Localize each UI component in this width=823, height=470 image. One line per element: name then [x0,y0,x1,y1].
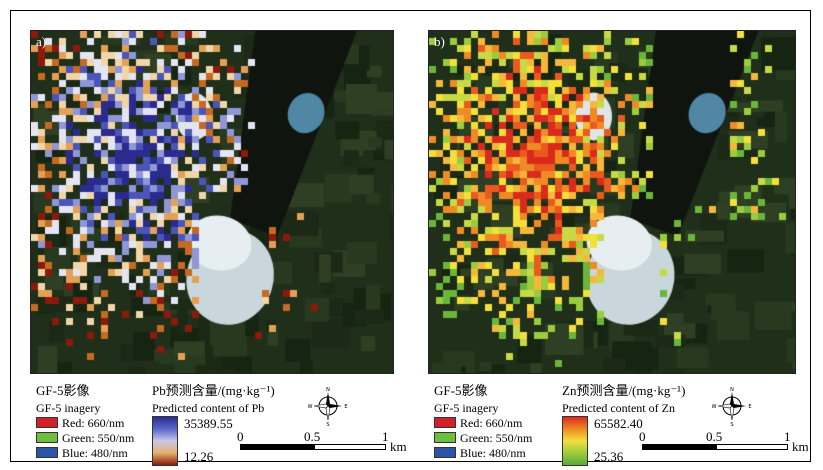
band-label: Red: 660/nm [62,416,125,430]
compass-rose-icon: N S E W [712,387,752,426]
band-swatch [36,432,58,443]
zn-color-ramp [562,416,588,466]
pb-max-value: 35389.55 [184,416,233,431]
band-swatch [36,417,58,428]
scale-bar-black [240,444,314,450]
panel-label-a: a) [36,34,47,49]
band-green: Green: 550/nm [36,431,134,445]
band-green: Green: 550/nm [434,431,532,445]
content-title-cn: Pb预测含量/(mg·kg⁻¹) [152,383,275,398]
band-red: Red: 660/nm [434,416,522,430]
imagery-title-en: GF-5 inagery [434,401,499,415]
compass-n: N [326,387,330,393]
zn-min-value: 25.36 [594,449,624,464]
pb-color-ramp [152,416,178,466]
scale-unit: km [792,439,809,454]
panel-label-b: b) [434,34,445,49]
scale-tick-half: 0.5 [304,429,321,444]
scale-tick-0: 0 [639,429,646,444]
content-title-cn: Zn预测含量/(mg·kg⁻¹) [562,383,686,398]
band-blue: Blue: 480/nm [36,446,128,460]
imagery-title-cn: GF-5影像 [36,383,90,398]
map-panel-a: a) [30,30,394,374]
scale-bar-white [314,444,386,450]
scale-bar-a: 0 0.5 1 km [237,429,420,454]
compass-w: W [712,404,717,410]
band-label: Green: 550/nm [62,431,135,445]
content-title-en: Predicted content of Zn [562,401,675,415]
scale-unit: km [390,439,407,454]
scale-tick-half: 0.5 [706,429,723,444]
compass-e: E [748,404,751,410]
zn-prediction-map [428,30,796,374]
compass-s: S [730,422,733,426]
zn-max-value: 65582.40 [594,416,643,431]
scale-bar-black [642,444,716,450]
band-label: Red: 660/nm [460,416,523,430]
scale-tick-1: 1 [382,429,389,444]
scale-bar-b: 0 0.5 1 km [639,429,814,454]
compass-s: S [326,422,329,426]
legend-b: GF-5影像 GF-5 inagery Red: 660/nm Green: 5… [434,383,814,466]
scale-bar-white [716,444,788,450]
band-swatch [36,447,58,458]
band-blue: Blue: 480/nm [434,446,526,460]
imagery-title-en: GF-5 inagery [36,401,101,415]
band-swatch [434,417,456,428]
compass-n: N [730,387,734,393]
band-swatch [434,432,456,443]
band-red: Red: 660/nm [36,416,124,430]
compass-w: W [308,404,313,410]
scale-tick-1: 1 [784,429,791,444]
compass-rose-icon: N S E W [308,387,348,426]
pb-prediction-map [30,30,394,374]
imagery-title-cn: GF-5影像 [434,383,488,398]
band-label: Blue: 480/nm [62,446,128,460]
band-swatch [434,447,456,458]
band-label: Blue: 480/nm [460,446,526,460]
pb-min-value: 12.26 [184,449,214,464]
legend-a: GF-5影像 GF-5 inagery Red: 660/nm Green: 5… [36,383,416,466]
map-panel-b: b) [428,30,796,374]
compass-e: E [344,404,347,410]
content-title-en: Predicted content of Pb [152,401,265,415]
scale-tick-0: 0 [237,429,244,444]
band-label: Green: 550/nm [460,431,533,445]
figure-frame [10,10,811,462]
